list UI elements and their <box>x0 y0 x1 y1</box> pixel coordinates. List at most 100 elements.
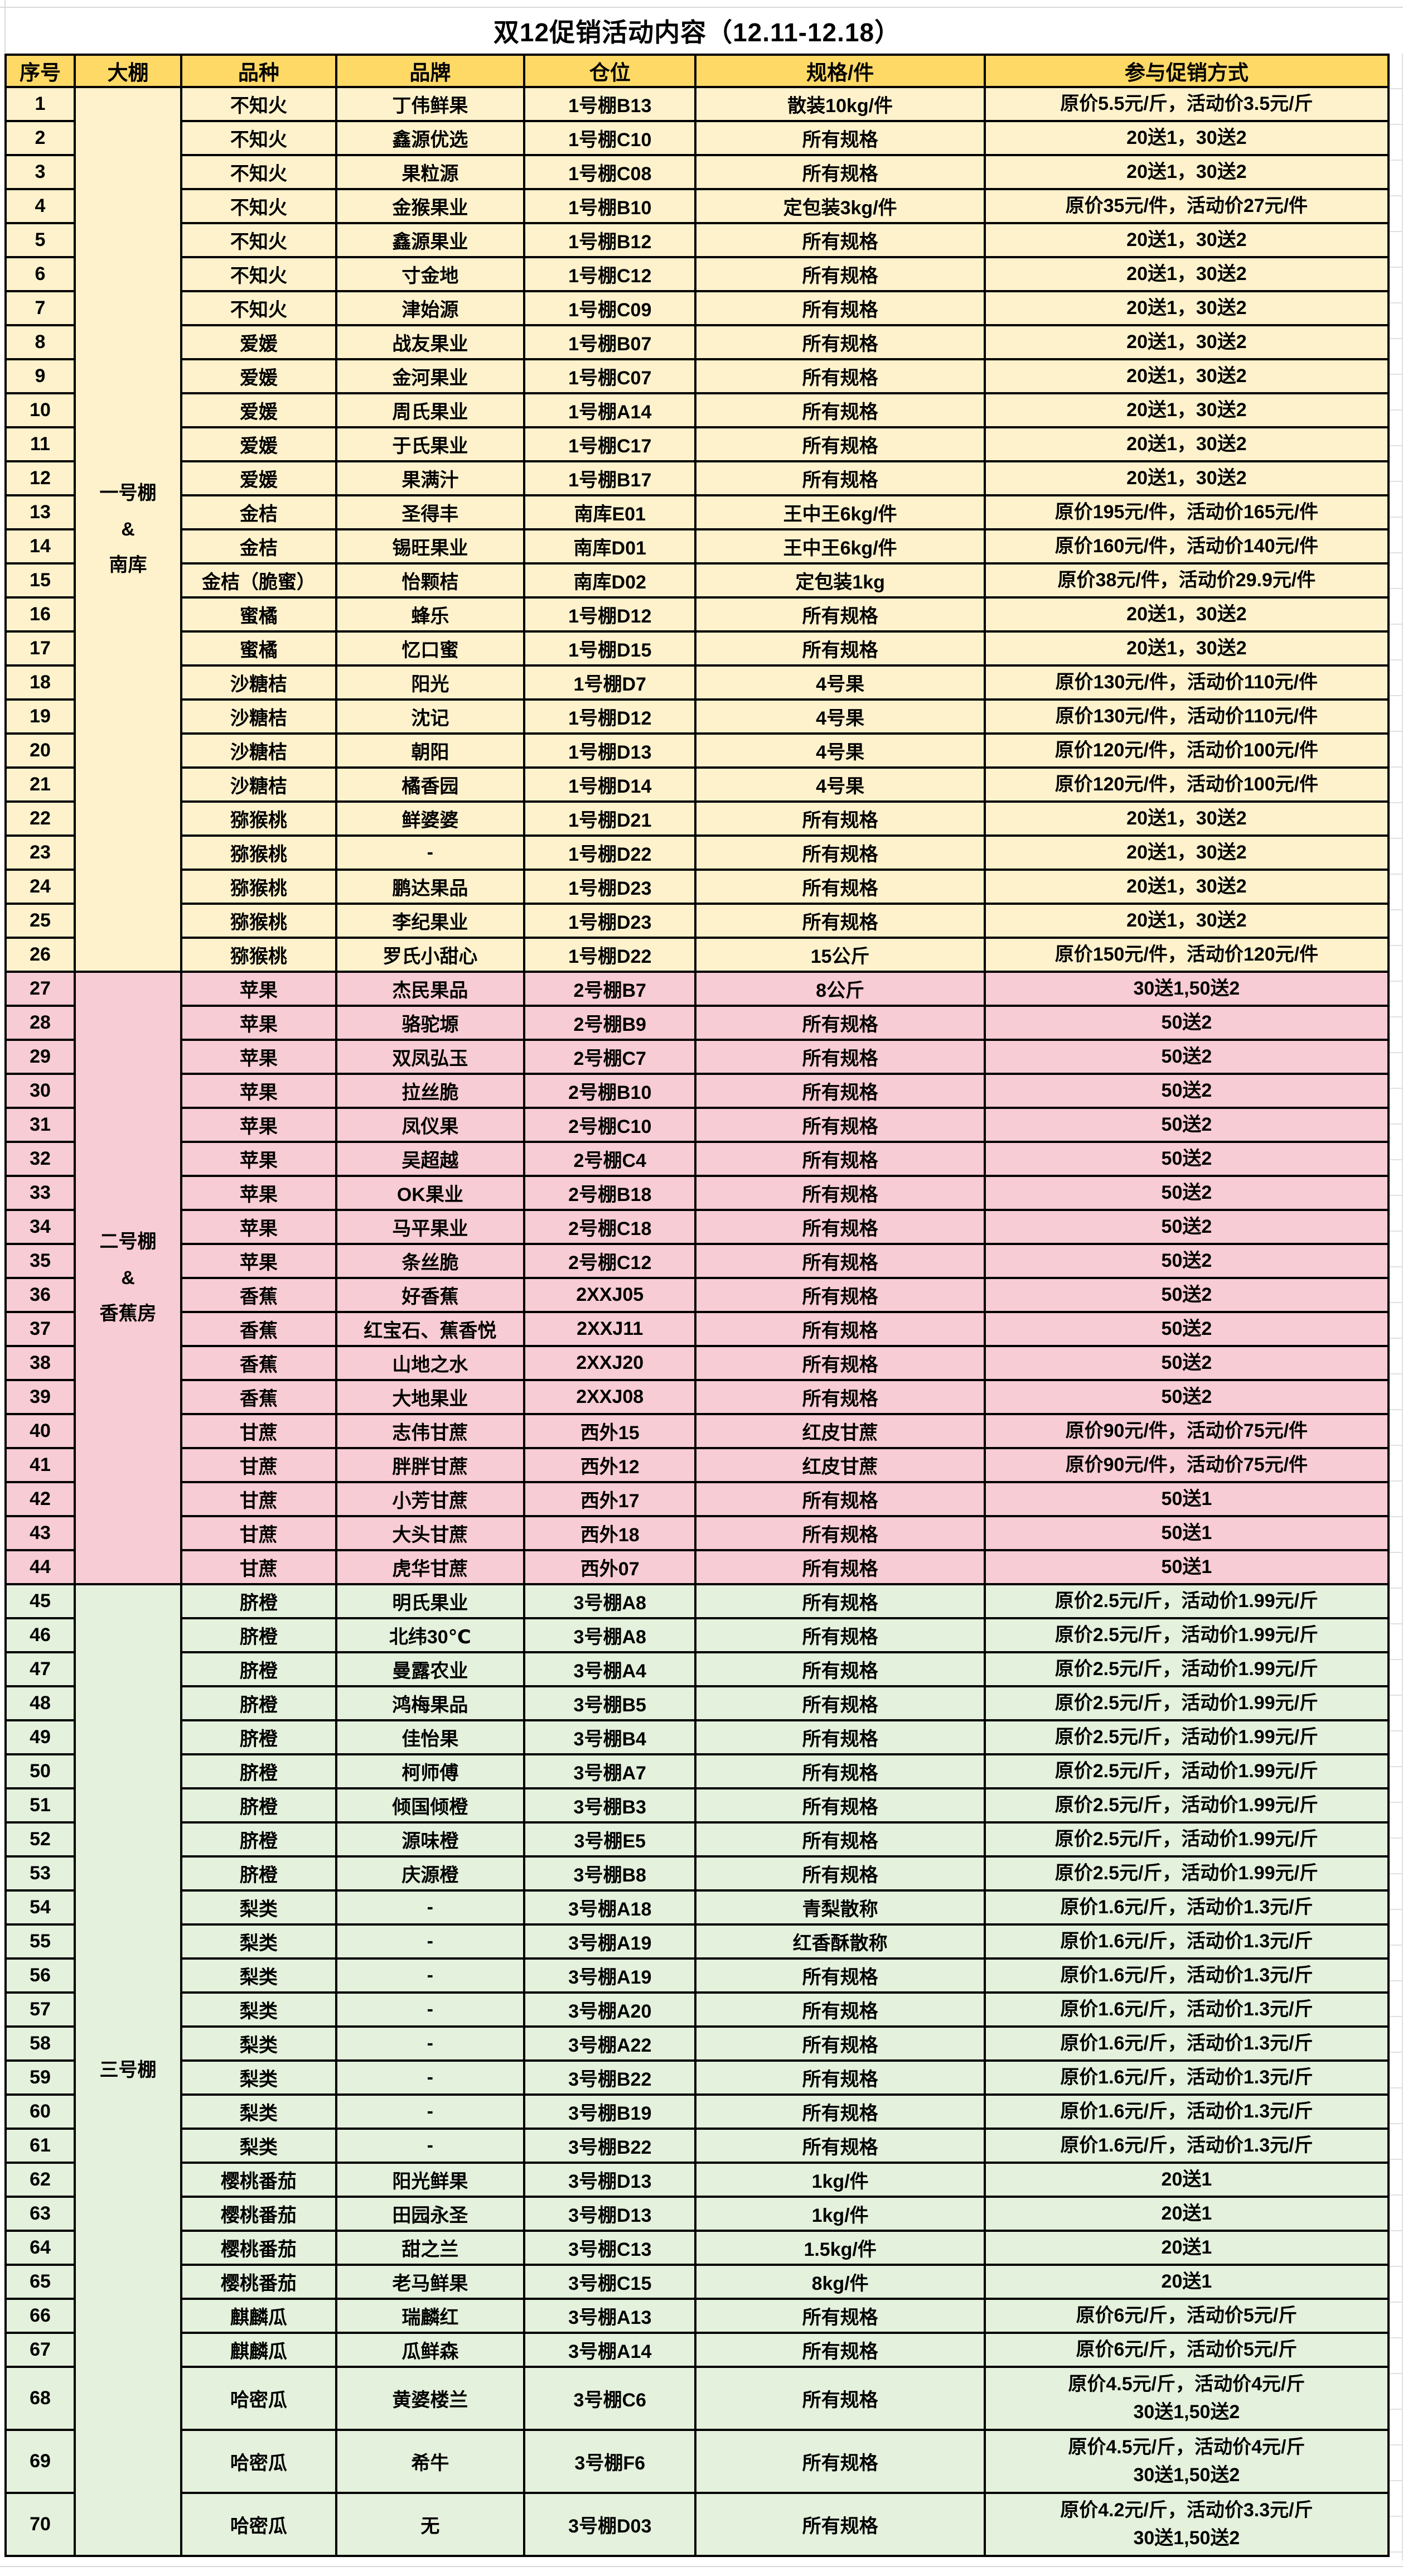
cell-slot[interactable]: 南库D01 <box>523 528 697 565</box>
cell-promo[interactable]: 原价1.6元/斤，活动价1.3元/斤 <box>983 2128 1390 2164</box>
cell-promo[interactable]: 20送1，30送2 <box>983 290 1390 326</box>
cell-slot[interactable]: 1号棚D12 <box>523 698 697 735</box>
cell-brand[interactable]: 周氏果业 <box>335 392 525 428</box>
cell-brand[interactable]: 无 <box>335 2492 525 2557</box>
cell-slot[interactable]: 1号棚C17 <box>523 426 697 462</box>
cell-spec[interactable]: 所有规格 <box>694 1753 986 1789</box>
cell-promo[interactable]: 30送1,50送2 <box>983 971 1390 1007</box>
cell-variety[interactable]: 梨类 <box>180 2025 337 2062</box>
cell-serial[interactable]: 63 <box>4 2196 76 2232</box>
cell-variety[interactable]: 苹果 <box>180 1243 337 1279</box>
cell-brand[interactable]: 果粒源 <box>335 154 525 190</box>
cell-shed-group[interactable]: 二号棚 & 香蕉房 <box>74 971 182 1585</box>
cell-serial[interactable]: 44 <box>4 1549 76 1585</box>
cell-serial[interactable]: 54 <box>4 1889 76 1926</box>
cell-brand[interactable]: 庆源橙 <box>335 1855 525 1892</box>
cell-spec[interactable]: 所有规格 <box>694 1821 986 1858</box>
cell-brand[interactable]: 寸金地 <box>335 256 525 292</box>
cell-brand[interactable]: 忆口蜜 <box>335 630 525 667</box>
cell-serial[interactable]: 43 <box>4 1515 76 1551</box>
cell-serial[interactable]: 34 <box>4 1209 76 1245</box>
cell-spec[interactable]: 所有规格 <box>694 2332 986 2368</box>
cell-serial[interactable]: 69 <box>4 2429 76 2494</box>
cell-serial[interactable]: 7 <box>4 290 76 326</box>
cell-serial[interactable]: 46 <box>4 1617 76 1653</box>
cell-spec[interactable]: 4号果 <box>694 698 986 735</box>
cell-promo[interactable]: 原价1.6元/斤，活动价1.3元/斤 <box>983 1923 1390 1960</box>
cell-promo[interactable]: 原价4.2元/斤，活动价3.3元/斤 30送1,50送2 <box>983 2492 1390 2557</box>
cell-brand[interactable]: 李纪果业 <box>335 903 525 939</box>
cell-variety[interactable]: 沙糖桔 <box>180 698 337 735</box>
cell-variety[interactable]: 甘蔗 <box>180 1413 337 1449</box>
cell-brand[interactable]: 大地果业 <box>335 1379 525 1415</box>
cell-slot[interactable]: 2号棚B9 <box>523 1005 697 1041</box>
cell-slot[interactable]: 1号棚D22 <box>523 937 697 973</box>
cell-variety[interactable]: 沙糖桔 <box>180 766 337 803</box>
cell-brand[interactable]: 曼露农业 <box>335 1651 525 1687</box>
cell-slot[interactable]: 3号棚A20 <box>523 1991 697 2028</box>
cell-serial[interactable]: 5 <box>4 222 76 258</box>
cell-promo[interactable]: 20送1，30送2 <box>983 222 1390 258</box>
cell-variety[interactable]: 脐橙 <box>180 1719 337 1755</box>
cell-serial[interactable]: 25 <box>4 903 76 939</box>
cell-promo[interactable]: 原价2.5元/斤，活动价1.99元/斤 <box>983 1821 1390 1858</box>
cell-spec[interactable]: 定包装1kg <box>694 562 986 599</box>
cell-spec[interactable]: 所有规格 <box>694 358 986 394</box>
cell-variety[interactable]: 梨类 <box>180 1923 337 1960</box>
cell-serial[interactable]: 8 <box>4 324 76 360</box>
cell-promo[interactable]: 20送1，30送2 <box>983 630 1390 667</box>
cell-spec[interactable]: 4号果 <box>694 766 986 803</box>
cell-spec[interactable]: 所有规格 <box>694 324 986 360</box>
cell-spec[interactable]: 所有规格 <box>694 2492 986 2557</box>
cell-serial[interactable]: 36 <box>4 1277 76 1313</box>
cell-spec[interactable]: 红皮甘蔗 <box>694 1413 986 1449</box>
cell-serial[interactable]: 59 <box>4 2059 76 2096</box>
cell-variety[interactable]: 猕猴桃 <box>180 834 337 871</box>
cell-slot[interactable]: 3号棚A8 <box>523 1617 697 1653</box>
cell-spec[interactable]: 所有规格 <box>694 1855 986 1892</box>
cell-spec[interactable]: 15公斤 <box>694 937 986 973</box>
cell-promo[interactable]: 20送1，30送2 <box>983 154 1390 190</box>
cell-slot[interactable]: 2号棚B7 <box>523 971 697 1007</box>
cell-variety[interactable]: 哈密瓜 <box>180 2366 337 2431</box>
cell-promo[interactable]: 原价4.5元/斤，活动价4元/斤 30送1,50送2 <box>983 2429 1390 2494</box>
cell-slot[interactable]: 1号棚B17 <box>523 460 697 496</box>
cell-variety[interactable]: 蜜橘 <box>180 596 337 633</box>
cell-variety[interactable]: 脐橙 <box>180 1787 337 1824</box>
cell-brand[interactable]: - <box>335 834 525 871</box>
cell-spec[interactable]: 所有规格 <box>694 1141 986 1177</box>
cell-slot[interactable]: 3号棚C15 <box>523 2264 697 2300</box>
cell-serial[interactable]: 20 <box>4 732 76 769</box>
cell-variety[interactable]: 苹果 <box>180 1005 337 1041</box>
cell-slot[interactable]: 1号棚D23 <box>523 903 697 939</box>
cell-promo[interactable]: 原价5.5元/斤，活动价3.5元/斤 <box>983 86 1390 122</box>
cell-variety[interactable]: 爱媛 <box>180 426 337 462</box>
cell-spec[interactable]: 所有规格 <box>694 869 986 905</box>
cell-serial[interactable]: 61 <box>4 2128 76 2164</box>
cell-shed-group[interactable]: 一号棚 & 南库 <box>74 86 182 973</box>
cell-spec[interactable]: 1kg/件 <box>694 2196 986 2232</box>
cell-spec[interactable]: 4号果 <box>694 732 986 769</box>
cell-slot[interactable]: 3号棚A19 <box>523 1957 697 1994</box>
cell-variety[interactable]: 香蕉 <box>180 1277 337 1313</box>
cell-slot[interactable]: 3号棚C6 <box>523 2366 697 2431</box>
cell-slot[interactable]: 3号棚A19 <box>523 1923 697 1960</box>
cell-brand[interactable]: 鹏达果品 <box>335 869 525 905</box>
cell-spec[interactable]: 所有规格 <box>694 2366 986 2431</box>
cell-brand[interactable]: - <box>335 2059 525 2096</box>
cell-brand[interactable]: 倾国倾橙 <box>335 1787 525 1824</box>
cell-variety[interactable]: 甘蔗 <box>180 1515 337 1551</box>
cell-serial[interactable]: 12 <box>4 460 76 496</box>
cell-serial[interactable]: 13 <box>4 494 76 530</box>
cell-brand[interactable]: 山地之水 <box>335 1345 525 1381</box>
cell-spec[interactable]: 定包装3kg/件 <box>694 188 986 224</box>
cell-variety[interactable]: 不知火 <box>180 154 337 190</box>
cell-slot[interactable]: 1号棚C12 <box>523 256 697 292</box>
cell-slot[interactable]: 3号棚D03 <box>523 2492 697 2557</box>
cell-slot[interactable]: 2号棚C18 <box>523 1209 697 1245</box>
cell-slot[interactable]: 1号棚B10 <box>523 188 697 224</box>
cell-spec[interactable]: 所有规格 <box>694 1243 986 1279</box>
cell-serial[interactable]: 47 <box>4 1651 76 1687</box>
cell-serial[interactable]: 51 <box>4 1787 76 1824</box>
cell-spec[interactable]: 8kg/件 <box>694 2264 986 2300</box>
